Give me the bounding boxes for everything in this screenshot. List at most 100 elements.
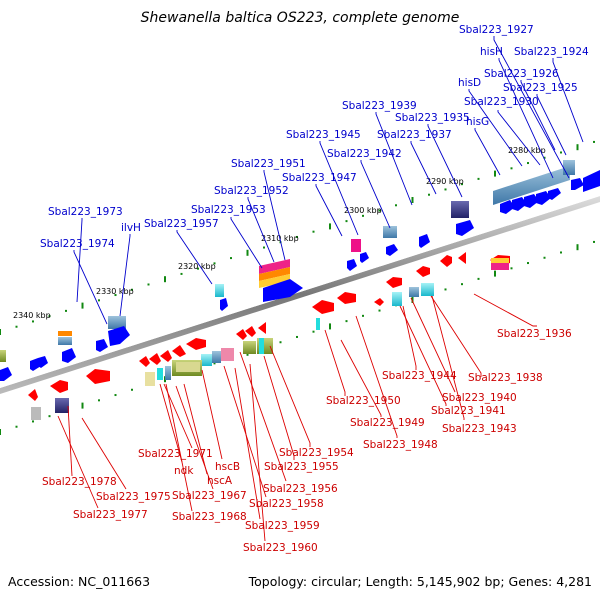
map-title: Shewanella baltica OS223, complete genom… xyxy=(141,10,460,26)
gene-arrow xyxy=(374,298,384,306)
gene-label: Sbal223_1959 xyxy=(245,520,320,532)
gene-block xyxy=(383,226,397,238)
gene-label: Sbal223_1952 xyxy=(214,185,289,197)
gene-label: Sbal223_1953 xyxy=(191,204,266,216)
kbp-label: 2300 kbp xyxy=(344,206,382,215)
gene-label: Sbal223_1958 xyxy=(249,498,324,510)
gene-label: Sbal223_1936 xyxy=(497,328,572,340)
gene-arrow xyxy=(28,389,38,401)
gene-label: Sbal223_1948 xyxy=(363,439,438,451)
gene-arrow xyxy=(160,350,172,362)
gene-arrow xyxy=(571,178,584,190)
gene-label: Sbal223_1975 xyxy=(96,491,171,503)
gene-arrow xyxy=(456,220,474,236)
gene-arrow xyxy=(312,300,334,314)
gene-label: Sbal223_1971 xyxy=(138,448,213,460)
gene-block xyxy=(165,366,171,380)
gene-label: Sbal223_1977 xyxy=(73,509,148,521)
gene-block xyxy=(563,160,575,175)
gene-arrow xyxy=(236,329,247,340)
kbp-label: 2330 kbp xyxy=(96,287,134,296)
gene-label: Sbal223_1960 xyxy=(243,542,318,554)
gene-block xyxy=(583,170,600,192)
gene-arrow xyxy=(337,292,356,304)
gene-label: Sbal223_1941 xyxy=(431,405,506,417)
gene-arrow xyxy=(386,277,402,288)
gene-label: Sbal223_1943 xyxy=(442,423,517,435)
forward-gene-labels: Sbal223_1927 hisH Sbal223_1924 Sbal223_1… xyxy=(40,24,589,250)
scale-track-outer xyxy=(0,140,595,335)
gene-block xyxy=(491,263,509,270)
gene-label: Sbal223_1944 xyxy=(382,370,457,382)
reverse-gene-labels: Sbal223_1936 Sbal223_1944 Sbal223_1938 S… xyxy=(42,328,572,554)
gene-label: Sbal223_1973 xyxy=(48,206,123,218)
gene-arrow xyxy=(524,194,539,208)
gene-label: hscA xyxy=(207,475,233,487)
gene-block xyxy=(145,372,155,386)
gene-label: Sbal223_1947 xyxy=(282,172,357,184)
gene-block xyxy=(157,368,163,380)
gene-label: Sbal223_1955 xyxy=(264,461,339,473)
gene-arrow xyxy=(62,348,76,363)
gene-label: Sbal223_1945 xyxy=(286,129,361,141)
gene-arrow xyxy=(347,259,357,271)
gene-arrow xyxy=(258,322,266,334)
gene-arrow xyxy=(108,326,130,346)
gene-arrow xyxy=(419,234,430,248)
gene-block xyxy=(493,166,570,205)
gene-arrow xyxy=(245,326,256,337)
gene-arrow xyxy=(172,345,186,357)
gene-block xyxy=(243,341,256,354)
forward-strand-genes xyxy=(0,160,600,381)
gene-label: Sbal223_1950 xyxy=(326,395,401,407)
gene-label: ilvH xyxy=(121,222,141,234)
forward-leader-lines xyxy=(73,36,584,325)
reverse-strand-genes xyxy=(28,252,510,420)
gene-block xyxy=(259,267,290,281)
gene-arrow xyxy=(548,188,561,200)
gene-label: Sbal223_1938 xyxy=(468,372,543,384)
gene-arrow xyxy=(512,197,527,211)
reverse-leader-lines xyxy=(57,293,537,542)
gene-block xyxy=(421,283,434,296)
gene-block xyxy=(351,239,361,252)
gene-label: Sbal223_1949 xyxy=(350,417,425,429)
gene-label: Sbal223_1939 xyxy=(342,100,417,112)
gene-label: ndk xyxy=(174,465,194,477)
gene-block xyxy=(55,398,69,413)
gene-arrow xyxy=(458,252,466,264)
gene-arrow xyxy=(220,298,228,311)
gene-arrow xyxy=(440,255,452,267)
gene-label: Sbal223_1940 xyxy=(442,392,517,404)
gene-block xyxy=(259,338,264,354)
gene-label: Sbal223_1926 xyxy=(484,68,559,80)
gene-block xyxy=(108,316,126,329)
gene-label: Sbal223_1927 xyxy=(459,24,534,36)
gene-label: Sbal223_1967 xyxy=(172,490,247,502)
gene-arrow xyxy=(536,191,551,205)
gene-arrow xyxy=(96,339,108,352)
gene-label: hscB xyxy=(215,461,240,473)
gene-block xyxy=(215,284,224,297)
gene-block xyxy=(392,292,402,306)
gene-block xyxy=(409,287,419,297)
gene-block xyxy=(58,331,72,336)
kbp-label: 2340 kbp xyxy=(13,311,51,320)
gene-arrow xyxy=(38,356,48,368)
genome-summary-text: Topology: circular; Length: 5,145,902 bp… xyxy=(248,574,592,589)
kbp-label: 2280 kbp xyxy=(508,146,546,155)
gene-label: Sbal223_1937 xyxy=(377,129,452,141)
gene-label: Sbal223_1978 xyxy=(42,476,117,488)
gene-arrow xyxy=(500,200,515,214)
gene-label: Sbal223_1924 xyxy=(514,46,589,58)
gene-label: Sbal223_1968 xyxy=(172,511,247,523)
gene-block xyxy=(201,354,212,366)
gene-label: Sbal223_1935 xyxy=(395,112,470,124)
gene-block xyxy=(221,348,234,361)
gene-block xyxy=(491,258,509,263)
gene-arrow xyxy=(149,353,161,365)
gene-arrow xyxy=(360,252,369,263)
gene-label: Sbal223_1957 xyxy=(144,218,219,230)
kbp-label: 2320 kbp xyxy=(178,262,216,271)
gene-arrow xyxy=(416,266,430,277)
